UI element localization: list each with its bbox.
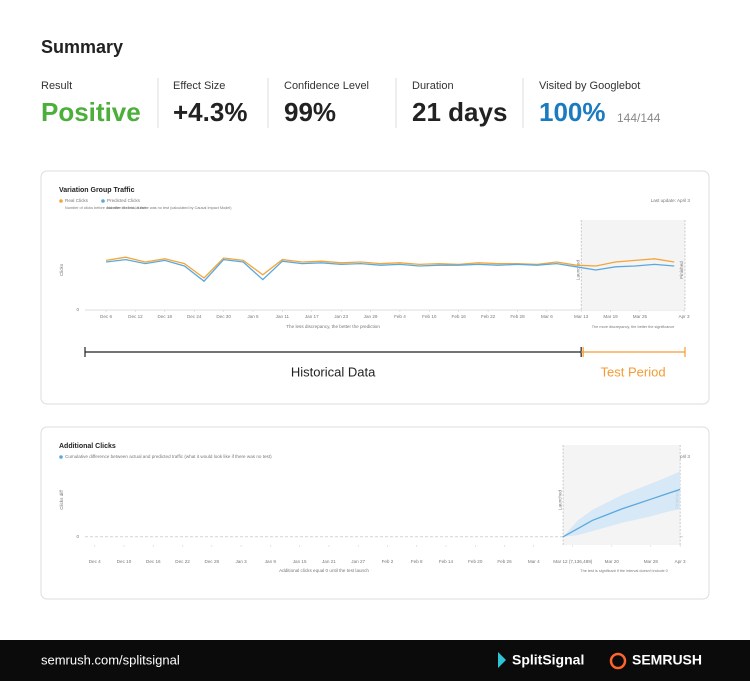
legend-label: Predicted Clicks [107, 198, 141, 203]
legend-label: Cumulative difference between actual and… [65, 454, 272, 459]
marker-label: Launched [575, 259, 580, 280]
y-tick-label: 0 [76, 307, 79, 312]
x-tick-label: Mar 25 [633, 314, 648, 319]
metric-value: Positive [41, 97, 141, 127]
x-tick-label: Feb 26 [497, 559, 512, 564]
legend-dot [59, 455, 63, 459]
x-tick-label: Jan 21 [322, 559, 336, 564]
metric-value: 21 days [412, 97, 507, 127]
brand: SplitSignal [512, 652, 584, 668]
last-update: Last update: April 3 [651, 198, 691, 203]
x-tick-label: Jan 9 [265, 559, 277, 564]
x-tick-label: Feb 16 [452, 314, 467, 319]
metric-label: Confidence Level [284, 80, 369, 92]
metric-detail: 144/144 [617, 111, 661, 125]
x-tick-label: Dec 10 [117, 559, 132, 564]
x-tick-label: Jan 17 [305, 314, 319, 319]
annotation: Additional clicks equal 0 until the test… [279, 568, 369, 573]
x-tick-label: Jan 5 [247, 314, 259, 319]
series-line [105, 256, 675, 279]
x-tick-label: Feb 2 [382, 559, 394, 564]
legend-description: Number of clicks before and after the te… [65, 206, 147, 210]
y-tick-label: 0 [76, 534, 79, 539]
x-tick-label: Jan 29 [364, 314, 378, 319]
x-tick-label: Mar 4 [528, 559, 540, 564]
x-tick-label: Jan 3 [235, 559, 247, 564]
card [40, 426, 710, 600]
footer-url: semrush.com/splitsignal [41, 652, 180, 667]
x-tick-label: Dec 18 [158, 314, 173, 319]
x-tick-label: Apr 3 [679, 314, 690, 319]
metric-value: 99% [284, 97, 336, 127]
legend-label: Real Clicks [65, 198, 89, 203]
x-tick-label: Jan 23 [334, 314, 348, 319]
card [40, 170, 710, 405]
summary-title: Summary [41, 37, 123, 57]
x-tick-label: Feb 4 [394, 314, 406, 319]
chart-title: Additional Clicks [59, 443, 116, 450]
x-tick-label: Dec 12 [128, 314, 143, 319]
y-axis-label: Clicks diff [59, 489, 64, 509]
x-tick-label: Feb 20 [468, 559, 483, 564]
x-tick-label: Mar 19 [603, 314, 618, 319]
x-tick-label: Mar 6 [541, 314, 553, 319]
logo-icon [498, 652, 506, 668]
metric-label: Effect Size [173, 80, 225, 92]
series-line [562, 488, 681, 538]
x-tick-label: Feb 8 [411, 559, 423, 564]
x-tick-label: Dec 30 [216, 314, 231, 319]
x-tick-label: Dec 4 [89, 559, 101, 564]
chart-title: Variation Group Traffic [59, 187, 135, 194]
x-tick-label: Feb 14 [439, 559, 454, 564]
metric-value: 100% [539, 97, 606, 127]
x-tick-label: Feb 22 [481, 314, 496, 319]
metric-label: Result [41, 80, 72, 92]
marker-label: Finished [679, 261, 684, 279]
x-tick-label: Mar 12 (7,136,489) [553, 559, 593, 564]
x-tick-label: Dec 22 [175, 559, 190, 564]
x-tick-label: Feb 28 [510, 314, 525, 319]
period-label: Historical Data [291, 364, 376, 379]
annotation: The less discrepancy, the better the pre… [286, 324, 380, 329]
annotation: The more discrepancy, the better the sig… [592, 325, 675, 329]
x-tick-label: Dec 28 [205, 559, 220, 564]
summary-row: Result Positive Effect Size +4.3% Confid… [41, 78, 661, 128]
charts: Variation Group Traffic Last update: Apri… [59, 187, 690, 573]
x-tick-label: Mar 13 [574, 314, 589, 319]
metric-label: Duration [412, 80, 454, 92]
metric-value: +4.3% [173, 97, 247, 127]
brand: SEMRUSH [632, 652, 702, 668]
x-tick-label: Feb 10 [422, 314, 437, 319]
metric-label: Visited by Googlebot [539, 80, 640, 92]
x-tick-label: Jan 27 [351, 559, 365, 564]
legend-dot [59, 199, 63, 203]
x-tick-label: Jan 11 [276, 314, 290, 319]
period-label: Test Period [601, 364, 666, 379]
x-tick-label: Dec 6 [100, 314, 112, 319]
x-tick-label: Jan 15 [293, 559, 307, 564]
annotation: The test is significant if the interval … [580, 569, 667, 573]
legend-dot [101, 199, 105, 203]
x-tick-label: Mar 28 [644, 559, 659, 564]
marker-label: Launched [557, 489, 562, 510]
x-tick-label: Dec 24 [187, 314, 202, 319]
x-tick-label: Dec 16 [146, 559, 161, 564]
logo-icon [609, 652, 627, 670]
series-line [105, 258, 675, 283]
legend-description: Number of clicks, if there was no test (… [107, 206, 232, 210]
x-tick-label: Mar 20 [605, 559, 620, 564]
x-tick-label: Apr 3 [675, 559, 686, 564]
y-axis-label: Clicks [59, 263, 64, 276]
